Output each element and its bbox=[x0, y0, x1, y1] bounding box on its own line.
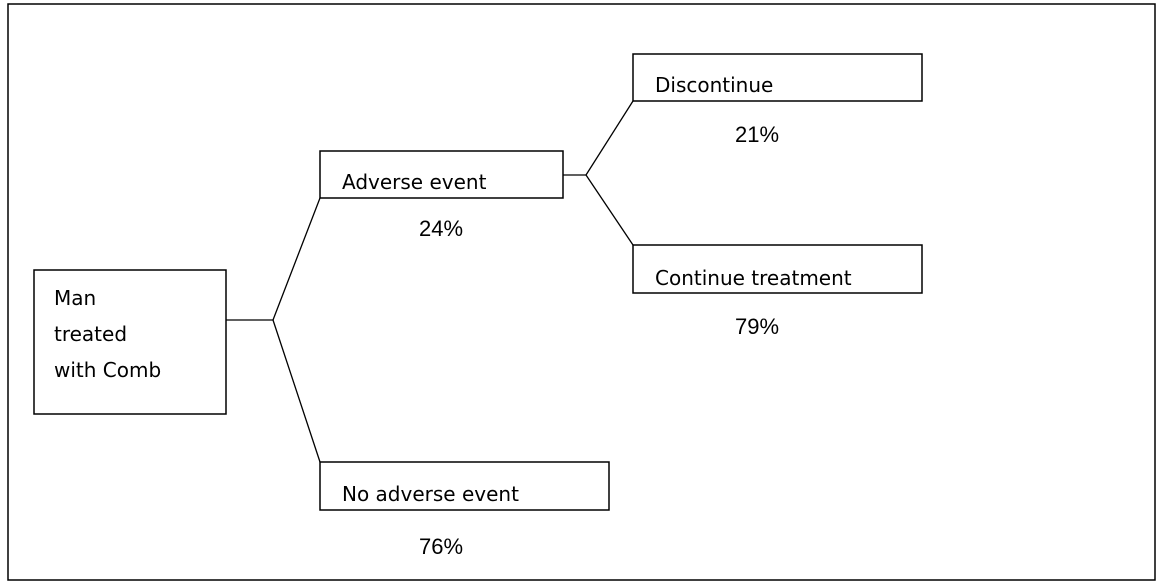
root-label: with Comb bbox=[54, 358, 161, 382]
node-label: Adverse event bbox=[342, 170, 487, 194]
root-label: Man bbox=[54, 286, 96, 310]
probability: 21% bbox=[735, 122, 779, 147]
node-label: No adverse event bbox=[342, 482, 519, 506]
node-label: Continue treatment bbox=[655, 266, 852, 290]
probability: 24% bbox=[419, 216, 463, 241]
node-label: Discontinue bbox=[655, 73, 773, 97]
connector bbox=[585, 100, 634, 176]
node-box bbox=[319, 461, 610, 511]
root-label: treated bbox=[54, 322, 127, 346]
probability: 79% bbox=[735, 314, 779, 339]
node-box bbox=[632, 53, 923, 102]
probability: 76% bbox=[419, 534, 463, 559]
node-box bbox=[632, 244, 923, 294]
connector bbox=[272, 319, 321, 463]
connector bbox=[585, 174, 634, 246]
node-box bbox=[319, 150, 564, 199]
connector bbox=[272, 197, 321, 321]
root-box bbox=[33, 269, 227, 415]
